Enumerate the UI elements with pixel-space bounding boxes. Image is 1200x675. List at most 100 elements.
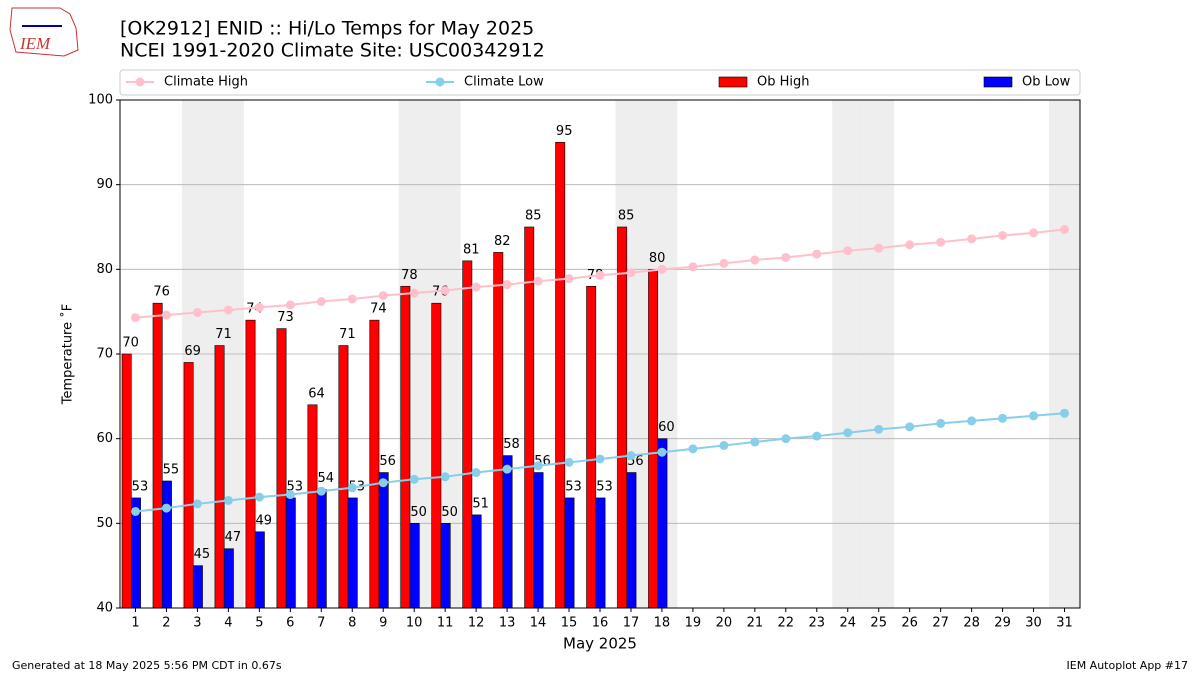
bar bbox=[369, 319, 380, 609]
climate-point bbox=[533, 461, 543, 471]
bar bbox=[285, 497, 296, 609]
climate-point bbox=[502, 280, 512, 290]
bar-value-label: 53 bbox=[596, 479, 613, 494]
bar-value-label: 70 bbox=[122, 336, 139, 351]
x-tick-label: 11 bbox=[437, 616, 454, 631]
bar bbox=[502, 455, 513, 609]
climate-point bbox=[967, 234, 977, 244]
logo-outline bbox=[9, 7, 79, 57]
chart-subtitle: NCEI 1991-2020 Climate Site: USC00342912 bbox=[120, 40, 545, 62]
x-tick-label: 24 bbox=[839, 616, 856, 631]
bar bbox=[440, 523, 451, 609]
bar bbox=[378, 472, 389, 609]
y-tick-label: 80 bbox=[96, 262, 113, 277]
legend-label: Ob Low bbox=[1022, 75, 1071, 90]
climate-point bbox=[874, 243, 884, 253]
climate-point bbox=[409, 474, 419, 484]
climate-point bbox=[285, 300, 295, 310]
bar-value-label: 60 bbox=[658, 420, 675, 435]
bar bbox=[254, 531, 265, 609]
bar-value-label: 49 bbox=[256, 513, 273, 528]
bar-value-label: 74 bbox=[370, 302, 387, 317]
bar-value-label: 53 bbox=[132, 479, 149, 494]
bar-value-label: 50 bbox=[441, 505, 458, 520]
bar-value-label: 80 bbox=[649, 251, 666, 266]
bar bbox=[626, 472, 637, 609]
y-tick-label: 50 bbox=[96, 516, 113, 531]
legend-label: Climate High bbox=[164, 75, 248, 90]
climate-point bbox=[626, 268, 636, 278]
x-tick-label: 1 bbox=[131, 616, 139, 631]
legend-frame bbox=[119, 69, 1081, 96]
climate-point bbox=[130, 313, 140, 323]
bar-value-label: 73 bbox=[277, 310, 294, 325]
bar-value-label: 85 bbox=[525, 209, 542, 224]
x-tick-label: 9 bbox=[379, 616, 387, 631]
bar bbox=[524, 226, 535, 609]
climate-point bbox=[998, 413, 1008, 423]
y-tick-label: 60 bbox=[96, 431, 113, 446]
bar bbox=[657, 438, 668, 609]
bar-value-label: 54 bbox=[317, 471, 334, 486]
climate-point bbox=[688, 262, 698, 272]
bar bbox=[223, 548, 234, 609]
x-tick-label: 29 bbox=[994, 616, 1011, 631]
climate-point bbox=[1029, 411, 1039, 421]
climate-point bbox=[1060, 408, 1070, 418]
x-tick-label: 2 bbox=[162, 616, 170, 631]
climate-point bbox=[936, 418, 946, 428]
climate-point bbox=[719, 258, 729, 268]
bar bbox=[161, 480, 172, 609]
footer-left: Generated at 18 May 2025 5:56 PM CDT in … bbox=[12, 659, 282, 672]
bar bbox=[347, 497, 358, 609]
x-tick-label: 14 bbox=[530, 616, 547, 631]
bar bbox=[617, 226, 628, 609]
x-tick-label: 26 bbox=[901, 616, 918, 631]
bar-value-label: 51 bbox=[472, 496, 489, 511]
bar bbox=[338, 345, 349, 609]
plot-frame bbox=[119, 99, 1081, 609]
climate-point bbox=[967, 416, 977, 426]
climate-point bbox=[657, 447, 667, 457]
bar-value-label: 53 bbox=[565, 479, 582, 494]
climate-point bbox=[316, 486, 326, 496]
bar-value-label: 95 bbox=[556, 124, 573, 139]
bar-value-label: 71 bbox=[215, 327, 232, 342]
y-tick-label: 70 bbox=[96, 347, 113, 362]
bar bbox=[595, 497, 606, 609]
climate-point bbox=[657, 264, 667, 274]
climate-point bbox=[130, 506, 140, 516]
x-tick-label: 8 bbox=[348, 616, 356, 631]
x-tick-label: 18 bbox=[654, 616, 671, 631]
bar-value-label: 64 bbox=[308, 386, 325, 401]
footer-right: IEM Autoplot App #17 bbox=[1067, 659, 1189, 672]
bar bbox=[316, 489, 327, 609]
bar bbox=[183, 362, 194, 609]
y-tick-label: 90 bbox=[96, 177, 113, 192]
climate-point bbox=[626, 451, 636, 461]
climate-point bbox=[564, 457, 574, 467]
bar bbox=[533, 472, 544, 609]
x-tick-label: 7 bbox=[317, 616, 325, 631]
x-tick-label: 15 bbox=[561, 616, 578, 631]
y-tick-label: 100 bbox=[88, 93, 113, 108]
climate-point bbox=[440, 286, 450, 295]
climate-point bbox=[471, 468, 481, 478]
climate-point bbox=[502, 464, 512, 474]
bar-value-label: 81 bbox=[463, 242, 480, 257]
legend-swatch bbox=[983, 76, 1013, 88]
bar bbox=[276, 328, 287, 609]
bar bbox=[400, 285, 411, 609]
y-tick-label: 40 bbox=[96, 601, 113, 616]
climate-point bbox=[719, 440, 729, 450]
chart-title: [OK2912] ENID :: Hi/Lo Temps for May 202… bbox=[120, 18, 534, 40]
climate-point bbox=[285, 490, 295, 500]
climate-point bbox=[936, 237, 946, 247]
bar bbox=[214, 345, 225, 609]
climate-point bbox=[781, 434, 791, 444]
climate-point bbox=[192, 308, 202, 318]
climate-point bbox=[998, 230, 1008, 240]
climate-point bbox=[564, 274, 574, 284]
bar bbox=[431, 302, 442, 609]
